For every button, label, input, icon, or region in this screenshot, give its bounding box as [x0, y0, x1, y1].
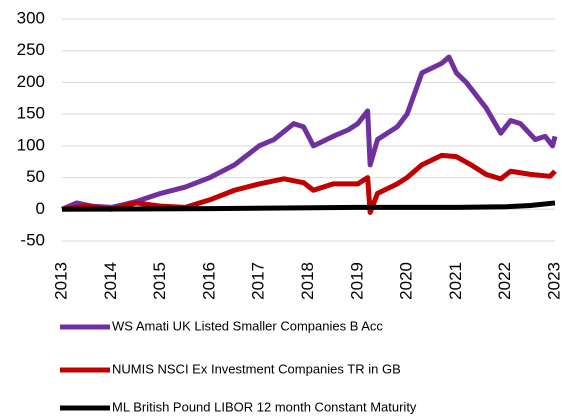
line	[61, 152, 557, 215]
x-tick-label: 2021	[446, 262, 465, 300]
legend: WS Amati UK Listed Smaller Companies B A…	[60, 318, 417, 414]
x-tick-label: 2017	[249, 262, 268, 300]
legend-label: WS Amati UK Listed Smaller Companies B A…	[112, 318, 383, 333]
y-tick-label: 300	[17, 8, 45, 27]
y-tick-label: 100	[17, 135, 45, 154]
line	[61, 54, 558, 212]
x-tick-label: 2019	[347, 262, 366, 300]
y-tick-label: 200	[17, 72, 45, 91]
y-tick-label: 150	[17, 104, 45, 123]
x-tick-label: 2015	[150, 262, 169, 300]
y-tick-label: 50	[26, 167, 45, 186]
x-tick-label: 2016	[199, 262, 218, 300]
x-tick-label: 2014	[101, 262, 120, 300]
x-tick-label: 2023	[544, 262, 562, 300]
y-tick-label: 0	[36, 199, 45, 218]
line	[61, 200, 556, 212]
x-tick-label: 2022	[495, 262, 514, 300]
y-tick-label: 250	[17, 40, 45, 59]
legend-label: ML British Pound LIBOR 12 month Constant…	[112, 399, 417, 414]
x-tick-label: 2018	[298, 262, 317, 300]
y-tick-label: -50	[20, 230, 45, 249]
x-tick-label: 2020	[397, 262, 416, 300]
x-tick-label: 2013	[51, 262, 70, 300]
legend-label: NUMIS NSCI Ex Investment Companies TR in…	[112, 361, 401, 376]
